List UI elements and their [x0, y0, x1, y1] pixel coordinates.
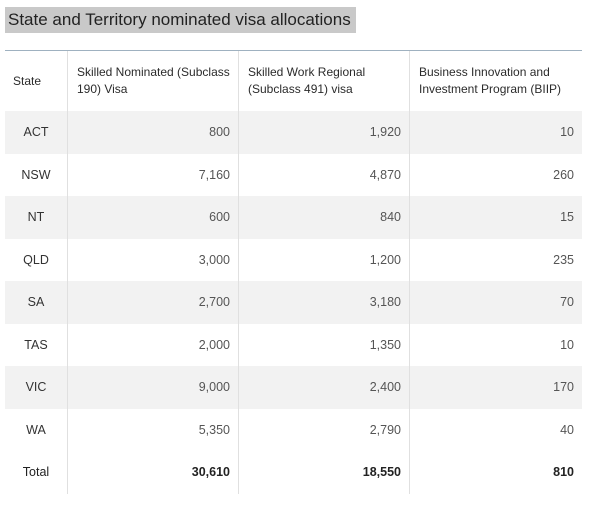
cell-subclass-491: 840 [238, 196, 409, 239]
cell-subclass-491: 2,790 [238, 408, 409, 451]
cell-subclass-190: 2,700 [67, 281, 238, 324]
table-row: ACT 800 1,920 10 [5, 111, 582, 154]
header-subclass-491: Skilled Work Regional (Subclass 491) vis… [238, 51, 409, 111]
table-row: NT 600 840 15 [5, 196, 582, 239]
cell-state: TAS [24, 337, 48, 352]
cell-biip: 15 [409, 196, 582, 239]
cell-subclass-190: 600 [67, 196, 238, 239]
total-label: Total [22, 465, 50, 480]
page-title-wrap: State and Territory nominated visa alloc… [5, 7, 356, 33]
cell-subclass-491: 1,200 [238, 238, 409, 281]
header-biip: Business Innovation and Investment Progr… [409, 51, 582, 111]
visa-allocations-table: State Skilled Nominated (Subclass 190) V… [5, 50, 582, 494]
cell-subclass-190: 7,160 [67, 153, 238, 196]
cell-state: QLD [23, 252, 49, 267]
cell-biip: 10 [409, 323, 582, 366]
total-subclass-491: 18,550 [238, 451, 409, 494]
cell-biip: 260 [409, 153, 582, 196]
cell-subclass-190: 9,000 [67, 366, 238, 409]
table-row: TAS 2,000 1,350 10 [5, 323, 582, 366]
cell-subclass-491: 1,920 [238, 111, 409, 154]
cell-state: NT [27, 210, 45, 225]
cell-subclass-190: 2,000 [67, 323, 238, 366]
cell-state: NSW [21, 167, 51, 182]
cell-subclass-491: 3,180 [238, 281, 409, 324]
cell-biip: 235 [409, 238, 582, 281]
table-row: QLD 3,000 1,200 235 [5, 238, 582, 281]
table-row: WA 5,350 2,790 40 [5, 408, 582, 451]
cell-state: VIC [25, 380, 47, 395]
cell-subclass-190: 800 [67, 111, 238, 154]
table-row: VIC 9,000 2,400 170 [5, 366, 582, 409]
cell-biip: 10 [409, 111, 582, 154]
cell-subclass-491: 1,350 [238, 323, 409, 366]
cell-state: ACT [23, 125, 49, 140]
cell-subclass-190: 3,000 [67, 238, 238, 281]
cell-subclass-491: 4,870 [238, 153, 409, 196]
table-row: SA 2,700 3,180 70 [5, 281, 582, 324]
header-state: State [13, 73, 42, 88]
cell-subclass-190: 5,350 [67, 408, 238, 451]
table-row: NSW 7,160 4,870 260 [5, 153, 582, 196]
cell-subclass-491: 2,400 [238, 366, 409, 409]
cell-biip: 70 [409, 281, 582, 324]
table-body: ACT 800 1,920 10 NSW 7,160 4,870 260 NT 600 840 15 Q… [5, 111, 582, 451]
cell-biip: 40 [409, 408, 582, 451]
cell-biip: 170 [409, 366, 582, 409]
total-biip: 810 [409, 451, 582, 494]
table-header-row: State Skilled Nominated (Subclass 190) V… [5, 51, 582, 111]
total-subclass-190: 30,610 [67, 451, 238, 494]
cell-state: SA [27, 295, 45, 310]
page-title: State and Territory nominated visa alloc… [5, 7, 356, 33]
table-total-row: Total 30,610 18,550 810 [5, 451, 582, 494]
header-subclass-190: Skilled Nominated (Subclass 190) Visa [67, 51, 238, 111]
cell-state: WA [26, 422, 46, 437]
